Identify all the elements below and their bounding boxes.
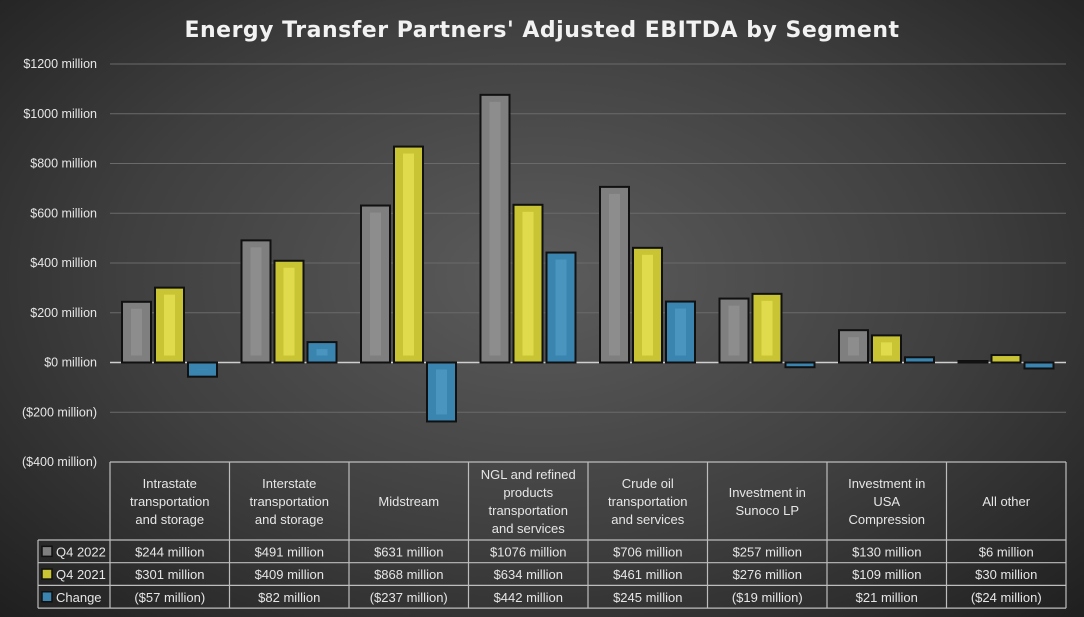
data-label: $868 million [374, 567, 443, 582]
legend-swatch [41, 591, 53, 603]
bar-change [784, 361, 816, 369]
bar-highlight [164, 294, 175, 356]
bar-change [904, 356, 935, 364]
data-label: $1076 million [490, 544, 567, 559]
data-label: $631 million [374, 544, 443, 559]
category-label: Compression [848, 512, 925, 527]
bar-highlight [881, 342, 892, 356]
data-label: $245 million [613, 590, 682, 605]
data-label: $276 million [733, 567, 802, 582]
category-label: and services [492, 521, 565, 536]
bar-highlight [642, 254, 653, 356]
category-label: and storage [135, 512, 204, 527]
data-label: $244 million [135, 544, 204, 559]
y-tick-label: ($400 million) [22, 455, 97, 469]
category-label: Intrastate [143, 476, 197, 491]
legend-label: Change [56, 590, 102, 605]
data-label: $109 million [852, 567, 921, 582]
data-label: $634 million [494, 567, 563, 582]
y-tick-label: $0 million [44, 356, 97, 370]
bar-highlight [761, 300, 773, 356]
bar-highlight [522, 211, 534, 356]
category-label: and services [611, 512, 684, 527]
category-label: Sunoco LP [735, 503, 799, 518]
bar-highlight [403, 153, 414, 356]
y-tick-label: ($200 million) [22, 405, 97, 419]
data-label: $706 million [613, 544, 682, 559]
category-label: Interstate [262, 476, 316, 491]
bar-highlight [316, 349, 328, 356]
data-label: $409 million [255, 567, 324, 582]
data-label: $301 million [135, 567, 204, 582]
data-label: ($24 million) [971, 590, 1042, 605]
bar-highlight [283, 267, 295, 356]
bar-highlight [436, 369, 447, 415]
y-tick-label: $1000 million [23, 107, 97, 121]
data-label: $30 million [975, 567, 1037, 582]
data-label: ($19 million) [732, 590, 803, 605]
data-label: $491 million [255, 544, 324, 559]
bar-q4-2022 [957, 360, 989, 364]
legend-label: Q4 2022 [56, 544, 106, 559]
bar-highlight [609, 193, 620, 356]
bar-highlight [728, 305, 740, 356]
category-label: transportation [489, 503, 569, 518]
bar-highlight [848, 337, 859, 356]
data-label: $257 million [733, 544, 802, 559]
data-label: $82 million [258, 590, 320, 605]
bar-highlight [555, 259, 567, 356]
category-label: and storage [255, 512, 324, 527]
y-tick-label: $400 million [30, 256, 97, 270]
category-label: Crude oil [622, 476, 674, 491]
category-label: transportation [608, 494, 688, 509]
data-table: Intrastate transportation and storage Inter… [37, 461, 1067, 609]
data-label: ($57 million) [134, 590, 205, 605]
legend-label: Q4 2021 [56, 567, 106, 582]
category-label: products [503, 485, 553, 500]
y-tick-label: $200 million [30, 306, 97, 320]
y-tick-label: $600 million [30, 206, 97, 220]
bar-highlight [675, 308, 686, 356]
category-label: Midstream [378, 494, 439, 509]
data-label: $461 million [613, 567, 682, 582]
category-label: All other [982, 494, 1030, 509]
chart-title: Energy Transfer Partners' Adjusted EBITD… [184, 18, 899, 43]
y-tick-label: $800 million [30, 157, 97, 171]
data-label: ($237 million) [370, 590, 448, 605]
bar-highlight [131, 308, 142, 356]
data-label: $21 million [856, 590, 918, 605]
data-label: $130 million [852, 544, 921, 559]
y-tick-label: $1200 million [23, 57, 97, 71]
category-label: Investment in [848, 476, 925, 491]
legend-swatch [41, 545, 53, 558]
category-label: transportation [130, 494, 210, 509]
category-label: transportation [250, 494, 330, 509]
bar-q4-2021 [871, 334, 902, 364]
category-label: Investment in [729, 485, 806, 500]
bar-highlight [370, 212, 381, 356]
bar-highlight [489, 101, 501, 356]
bar-change [1023, 361, 1055, 370]
legend-swatch [41, 568, 53, 580]
bar-highlight [250, 247, 262, 356]
category-label: USA [873, 494, 900, 509]
bars [121, 93, 1055, 423]
y-axis: ($400 million) ($200 million) $0 million $2… [22, 57, 97, 469]
bar-q4-2021 [990, 354, 1022, 364]
data-label: $442 million [494, 590, 563, 605]
data-label: $6 million [979, 544, 1034, 559]
category-label: NGL and refined [481, 467, 576, 482]
